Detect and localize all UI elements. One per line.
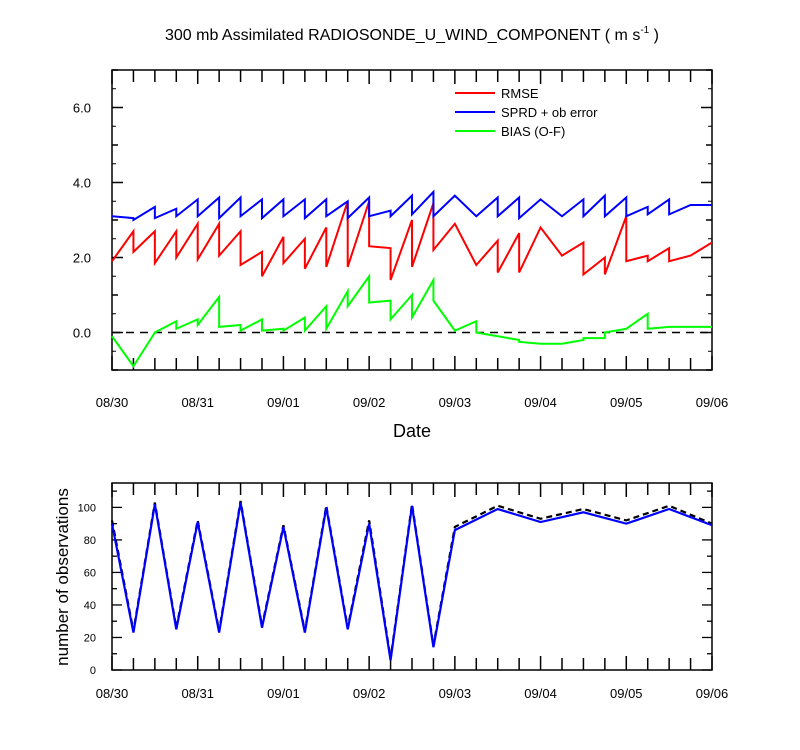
top-axis-ticks bbox=[111, 69, 713, 371]
top-y-tick-label: 2.0 bbox=[73, 251, 91, 266]
bottom-y-tick-label: 100 bbox=[78, 502, 96, 514]
top-x-tick-label: 08/30 bbox=[96, 395, 129, 410]
top-x-tick-labels: 08/30 08/31 09/01 09/02 09/03 09/04 09/05 09/06 bbox=[96, 395, 729, 410]
legend-label: RMSE bbox=[501, 86, 539, 101]
series-line-sprd-ob-error bbox=[111, 189, 712, 222]
bottom-x-tick-label: 09/06 bbox=[696, 686, 729, 701]
observations-used-line bbox=[110, 502, 713, 661]
series-line-bias-o-f bbox=[111, 273, 712, 369]
bottom-x-tick-label: 08/30 bbox=[96, 686, 129, 701]
top-x-tick-label: 08/31 bbox=[181, 395, 214, 410]
top-y-tick-label: 4.0 bbox=[73, 176, 91, 191]
bottom-y-tick-label: 20 bbox=[84, 632, 96, 644]
top-x-tick-label: 09/01 bbox=[267, 395, 300, 410]
bottom-y-tick-labels: 0 20 40 60 80 100 bbox=[78, 502, 96, 677]
bottom-x-tick-labels: 08/30 08/31 09/01 09/02 09/03 09/04 09/05 09/06 bbox=[96, 686, 729, 701]
bottom-x-tick-label: 09/04 bbox=[524, 686, 557, 701]
bottom-x-tick-label: 08/31 bbox=[181, 686, 214, 701]
top-y-tick-label: 6.0 bbox=[73, 101, 91, 116]
chart-title-sup: -1 bbox=[640, 25, 649, 36]
top-x-tick-label: 09/02 bbox=[353, 395, 386, 410]
legend-label: BIAS (O-F) bbox=[501, 124, 565, 139]
top-x-tick-label: 09/03 bbox=[439, 395, 472, 410]
bottom-x-tick-label: 09/05 bbox=[610, 686, 643, 701]
chart-title-end: ) bbox=[649, 27, 659, 44]
bottom-y-tick-label: 40 bbox=[84, 600, 96, 612]
bottom-x-tick-label: 09/03 bbox=[439, 686, 472, 701]
bottom-series-group bbox=[110, 500, 713, 661]
bottom-x-tick-label: 09/01 bbox=[267, 686, 300, 701]
top-x-tick-label: 09/04 bbox=[524, 395, 557, 410]
bottom-axis-ticks bbox=[111, 483, 713, 671]
bottom-panel: 08/30 08/31 09/01 09/02 09/03 09/04 09/05 09/06… bbox=[53, 482, 729, 701]
top-y-tick-label: 0.0 bbox=[73, 326, 91, 341]
top-x-axis-label: Date bbox=[393, 421, 431, 441]
bottom-y-tick-label: 80 bbox=[84, 535, 96, 547]
bottom-y-tick-label: 60 bbox=[84, 567, 96, 579]
chart-title-main: 300 mb Assimilated RADIOSONDE_U_WIND_COM… bbox=[165, 27, 640, 44]
top-y-tick-labels: 0.0 2.0 4.0 6.0 bbox=[73, 101, 91, 341]
legend: RMSE SPRD + ob error BIAS (O-F) bbox=[455, 86, 598, 139]
bottom-x-tick-label: 09/02 bbox=[353, 686, 386, 701]
observations-possible-line bbox=[110, 500, 713, 659]
top-x-tick-label: 09/06 bbox=[696, 395, 729, 410]
bottom-y-axis-label: number of observations bbox=[53, 488, 72, 666]
chart-title: 300 mb Assimilated RADIOSONDE_U_WIND_COM… bbox=[165, 25, 659, 44]
top-x-tick-label: 09/05 bbox=[610, 395, 643, 410]
bottom-y-tick-label: 0 bbox=[90, 665, 96, 677]
series-line-rmse bbox=[111, 200, 713, 281]
top-series-group bbox=[111, 189, 713, 369]
legend-label: SPRD + ob error bbox=[501, 105, 598, 120]
top-panel: 08/30 08/31 09/01 09/02 09/03 09/04 09/05 09/06… bbox=[73, 69, 729, 441]
